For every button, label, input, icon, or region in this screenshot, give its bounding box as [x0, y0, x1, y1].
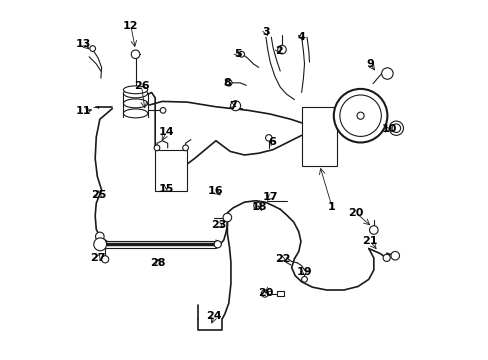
Text: 16: 16 — [208, 186, 224, 197]
Circle shape — [261, 290, 268, 297]
Circle shape — [390, 251, 399, 260]
Text: 1: 1 — [327, 202, 335, 212]
Circle shape — [131, 50, 140, 59]
Circle shape — [90, 46, 95, 51]
Text: 22: 22 — [275, 254, 290, 264]
Text: 27: 27 — [90, 253, 105, 263]
Text: 20: 20 — [258, 288, 273, 297]
Text: 25: 25 — [91, 190, 106, 200]
Text: 3: 3 — [262, 27, 269, 37]
Text: 10: 10 — [381, 124, 396, 134]
Text: 20: 20 — [347, 208, 363, 218]
Text: 18: 18 — [251, 202, 267, 212]
Circle shape — [356, 112, 364, 119]
Circle shape — [230, 101, 240, 111]
Text: 9: 9 — [366, 59, 373, 69]
Text: 11: 11 — [76, 107, 91, 116]
Circle shape — [102, 256, 108, 263]
Circle shape — [339, 95, 381, 136]
Circle shape — [277, 45, 285, 54]
Circle shape — [265, 135, 271, 141]
Ellipse shape — [123, 86, 147, 94]
Circle shape — [369, 226, 377, 234]
Circle shape — [301, 276, 307, 282]
Text: 23: 23 — [211, 220, 226, 230]
Text: 12: 12 — [123, 21, 139, 31]
Text: 13: 13 — [75, 39, 91, 49]
Circle shape — [214, 241, 221, 248]
Circle shape — [154, 145, 160, 151]
Circle shape — [253, 202, 261, 209]
Circle shape — [391, 124, 400, 132]
Circle shape — [225, 80, 231, 86]
Text: 5: 5 — [234, 49, 242, 59]
Text: 8: 8 — [223, 78, 231, 88]
Text: →: → — [93, 102, 100, 111]
Circle shape — [382, 254, 389, 261]
Text: 7: 7 — [229, 101, 237, 111]
Text: 2: 2 — [274, 46, 282, 56]
Text: 26: 26 — [134, 81, 149, 91]
Circle shape — [223, 213, 231, 222]
Text: 15: 15 — [159, 184, 174, 194]
Circle shape — [183, 145, 188, 151]
Bar — [155, 150, 187, 191]
Bar — [277, 292, 283, 296]
Bar — [301, 107, 337, 166]
Circle shape — [238, 51, 244, 57]
Text: 24: 24 — [206, 311, 222, 321]
Text: 14: 14 — [159, 127, 174, 137]
Text: 6: 6 — [268, 138, 276, 148]
Text: 21: 21 — [362, 237, 377, 247]
Circle shape — [388, 121, 403, 135]
Text: 4: 4 — [297, 32, 305, 42]
Text: 17: 17 — [262, 192, 277, 202]
Circle shape — [333, 89, 386, 143]
Text: 28: 28 — [150, 258, 165, 268]
Circle shape — [94, 238, 106, 251]
Circle shape — [160, 108, 165, 113]
Circle shape — [381, 68, 392, 79]
Text: 19: 19 — [296, 267, 312, 277]
Circle shape — [95, 232, 104, 241]
